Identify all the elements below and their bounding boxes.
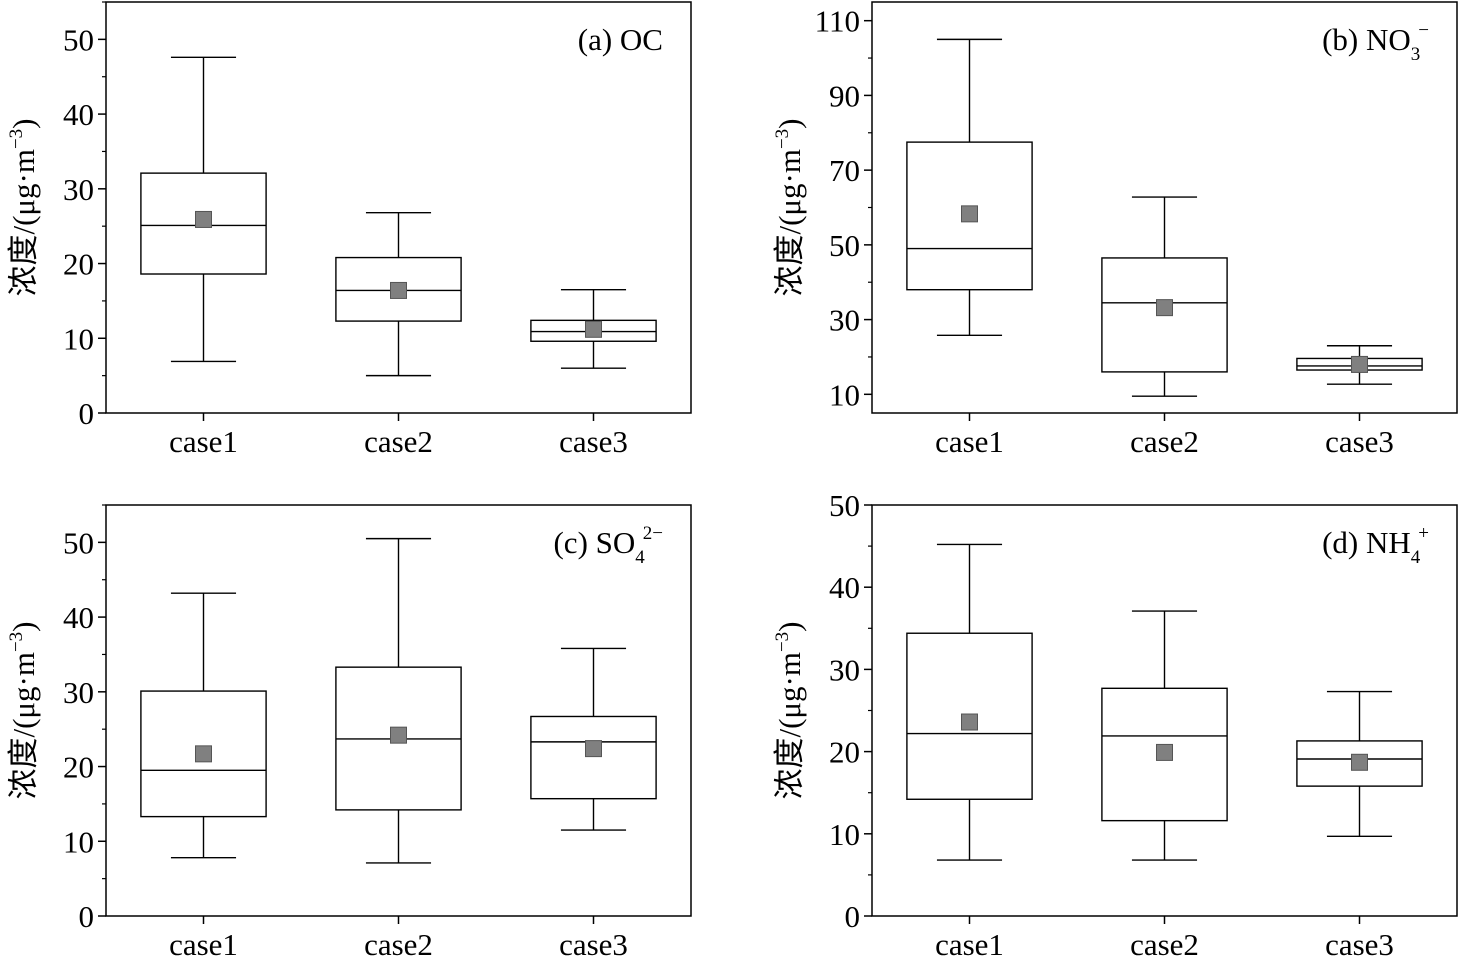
box-case2 <box>335 537 462 864</box>
mean-marker <box>390 281 407 299</box>
box-case1 <box>140 56 267 363</box>
x-tick-label: case3 <box>559 927 628 961</box>
y-tick-label: 10 <box>829 817 860 852</box>
y-tick-label: 50 <box>829 228 860 263</box>
y-tick-label: 70 <box>829 153 860 188</box>
mean-marker <box>390 726 407 744</box>
y-tick-label: 0 <box>79 899 95 934</box>
box-case2 <box>1101 196 1228 397</box>
x-tick-label: case1 <box>169 927 238 961</box>
y-tick-label: 20 <box>829 735 860 770</box>
y-tick-label: 30 <box>63 172 94 207</box>
mean-marker <box>585 740 602 758</box>
y-tick-label: 20 <box>63 750 94 785</box>
x-tick-label: case2 <box>364 927 433 961</box>
mean-marker <box>1351 355 1368 373</box>
x-tick-label: case1 <box>935 424 1004 459</box>
y-axis-label: 浓度/(μg·m−3) <box>6 621 41 799</box>
x-tick-label: case1 <box>169 424 238 459</box>
panel-b-nitrate: 10 30 50 70 90 110 case1 case2 case3 (b) NO3− 浓度/(… <box>772 1 1458 459</box>
y-tick-label: 90 <box>829 78 860 113</box>
box-case1 <box>906 38 1033 336</box>
y-tick-label: 30 <box>829 303 860 338</box>
x-tick-label: case2 <box>364 424 433 459</box>
y-tick-label: 10 <box>829 377 860 412</box>
mean-marker <box>1351 753 1368 771</box>
panel-label: (c) SO42− <box>553 523 663 568</box>
panel-label: (b) NO3− <box>1322 20 1429 65</box>
box-case3 <box>1296 345 1423 385</box>
x-tick-label: case2 <box>1130 927 1199 961</box>
box-case2 <box>335 212 462 377</box>
mean-marker <box>961 713 978 731</box>
panel-a-oc: 0 10 20 30 40 50 case1 case2 case3 (a) OC 浓度/(μg·m… <box>6 1 692 459</box>
x-tick-label: case3 <box>1325 927 1394 961</box>
mean-marker <box>585 320 602 338</box>
y-tick-label: 20 <box>63 247 94 282</box>
box-case3 <box>530 647 657 831</box>
x-tick-label: case2 <box>1130 424 1199 459</box>
y-axis-label: 浓度/(μg·m−3) <box>6 118 41 296</box>
y-tick-label: 10 <box>63 321 94 356</box>
y-tick-label: 50 <box>63 22 94 57</box>
y-tick-label: 110 <box>815 4 860 39</box>
y-tick-label: 50 <box>63 525 94 560</box>
y-tick-label: 0 <box>79 396 95 431</box>
box-case1 <box>906 543 1033 861</box>
y-tick-label: 0 <box>845 899 861 934</box>
y-tick-label: 40 <box>63 97 94 132</box>
panel-c-sulfate: 0 10 20 30 40 50 case1 case2 case3 (c) SO42− 浓度/(μ… <box>6 504 692 961</box>
x-tick-label: case1 <box>935 927 1004 961</box>
y-tick-label: 50 <box>829 488 860 523</box>
y-tick-label: 30 <box>829 652 860 687</box>
iqr-box <box>530 715 657 800</box>
x-tick-label: case3 <box>559 424 628 459</box>
mean-marker <box>195 745 212 763</box>
y-axis-label: 浓度/(μg·m−3) <box>772 621 807 799</box>
y-tick-label: 40 <box>829 570 860 605</box>
y-tick-label: 30 <box>63 675 94 710</box>
box-case2 <box>1101 610 1228 861</box>
panel-d-ammonium: 0 10 20 30 40 50 case1 case2 case3 (d) NH4+ 浓度/(μg… <box>772 488 1458 961</box>
box-case3 <box>1296 690 1423 837</box>
panel-label: (a) OC <box>578 22 663 57</box>
y-tick-label: 10 <box>63 824 94 859</box>
mean-marker <box>961 205 978 223</box>
panel-label: (d) NH4+ <box>1322 523 1429 568</box>
mean-marker <box>1156 299 1173 317</box>
mean-marker <box>195 210 212 228</box>
box-case1 <box>140 592 267 859</box>
x-tick-label: case3 <box>1325 424 1394 459</box>
y-tick-label: 40 <box>63 600 94 635</box>
box-case3 <box>530 289 657 369</box>
y-axis-label: 浓度/(μg·m−3) <box>772 118 807 296</box>
mean-marker <box>1156 743 1173 761</box>
